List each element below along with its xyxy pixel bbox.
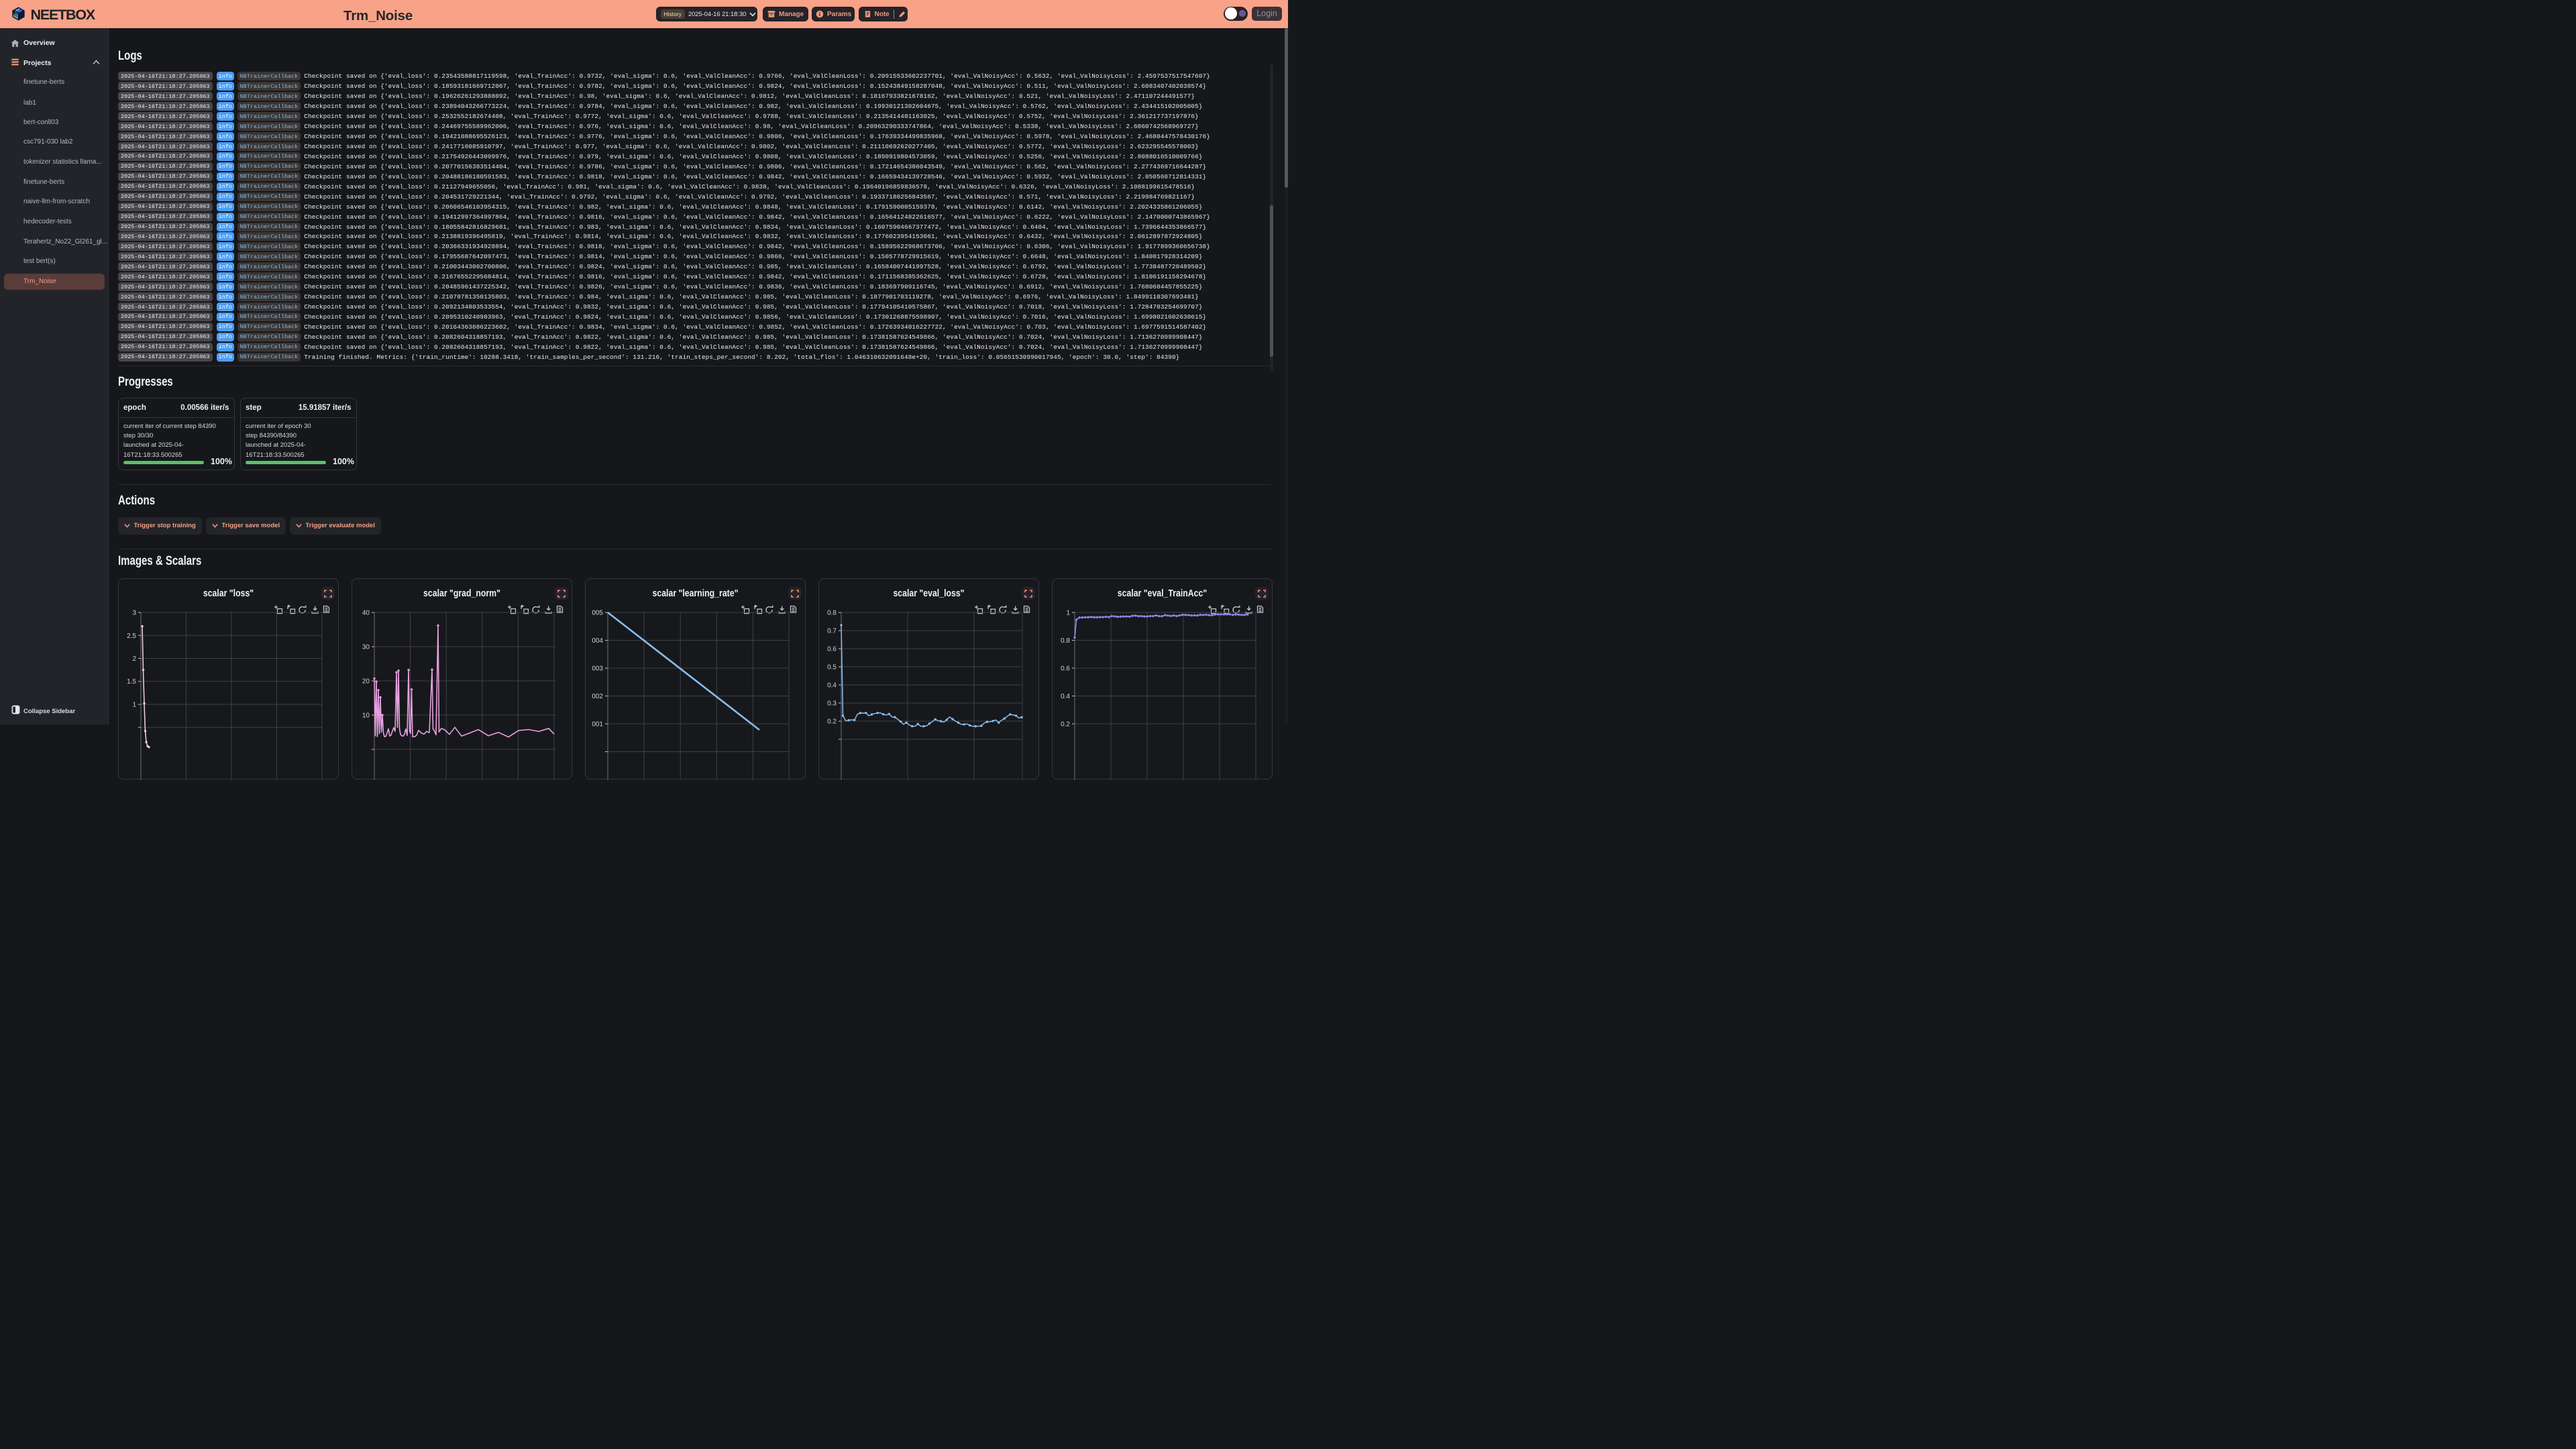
svg-text:0.6: 0.6 xyxy=(1061,665,1070,673)
svg-text:004: 004 xyxy=(592,637,603,645)
svg-text:002: 002 xyxy=(592,693,603,700)
svg-text:001: 001 xyxy=(592,721,603,729)
svg-text:0.4: 0.4 xyxy=(1061,693,1070,700)
svg-text:1.5: 1.5 xyxy=(127,678,136,686)
svg-text:0.4: 0.4 xyxy=(827,682,837,690)
svg-text:0.2: 0.2 xyxy=(827,718,837,726)
svg-text:0.3: 0.3 xyxy=(827,700,837,708)
svg-text:0.6: 0.6 xyxy=(827,646,837,653)
svg-text:40: 40 xyxy=(362,610,370,617)
svg-text:1: 1 xyxy=(1066,610,1070,617)
svg-text:0.2: 0.2 xyxy=(1061,721,1070,729)
svg-text:0.5: 0.5 xyxy=(827,664,837,672)
svg-text:005: 005 xyxy=(592,610,603,617)
svg-text:1: 1 xyxy=(132,702,136,709)
svg-text:3: 3 xyxy=(132,610,136,617)
svg-text:2.5: 2.5 xyxy=(127,633,136,640)
svg-text:30: 30 xyxy=(362,644,370,651)
svg-text:0.8: 0.8 xyxy=(827,610,837,617)
svg-text:2: 2 xyxy=(132,655,136,663)
svg-text:003: 003 xyxy=(592,665,603,673)
svg-text:0.7: 0.7 xyxy=(827,628,837,635)
svg-text:20: 20 xyxy=(362,678,370,686)
svg-text:10: 10 xyxy=(362,712,370,720)
svg-text:0.8: 0.8 xyxy=(1061,637,1070,645)
